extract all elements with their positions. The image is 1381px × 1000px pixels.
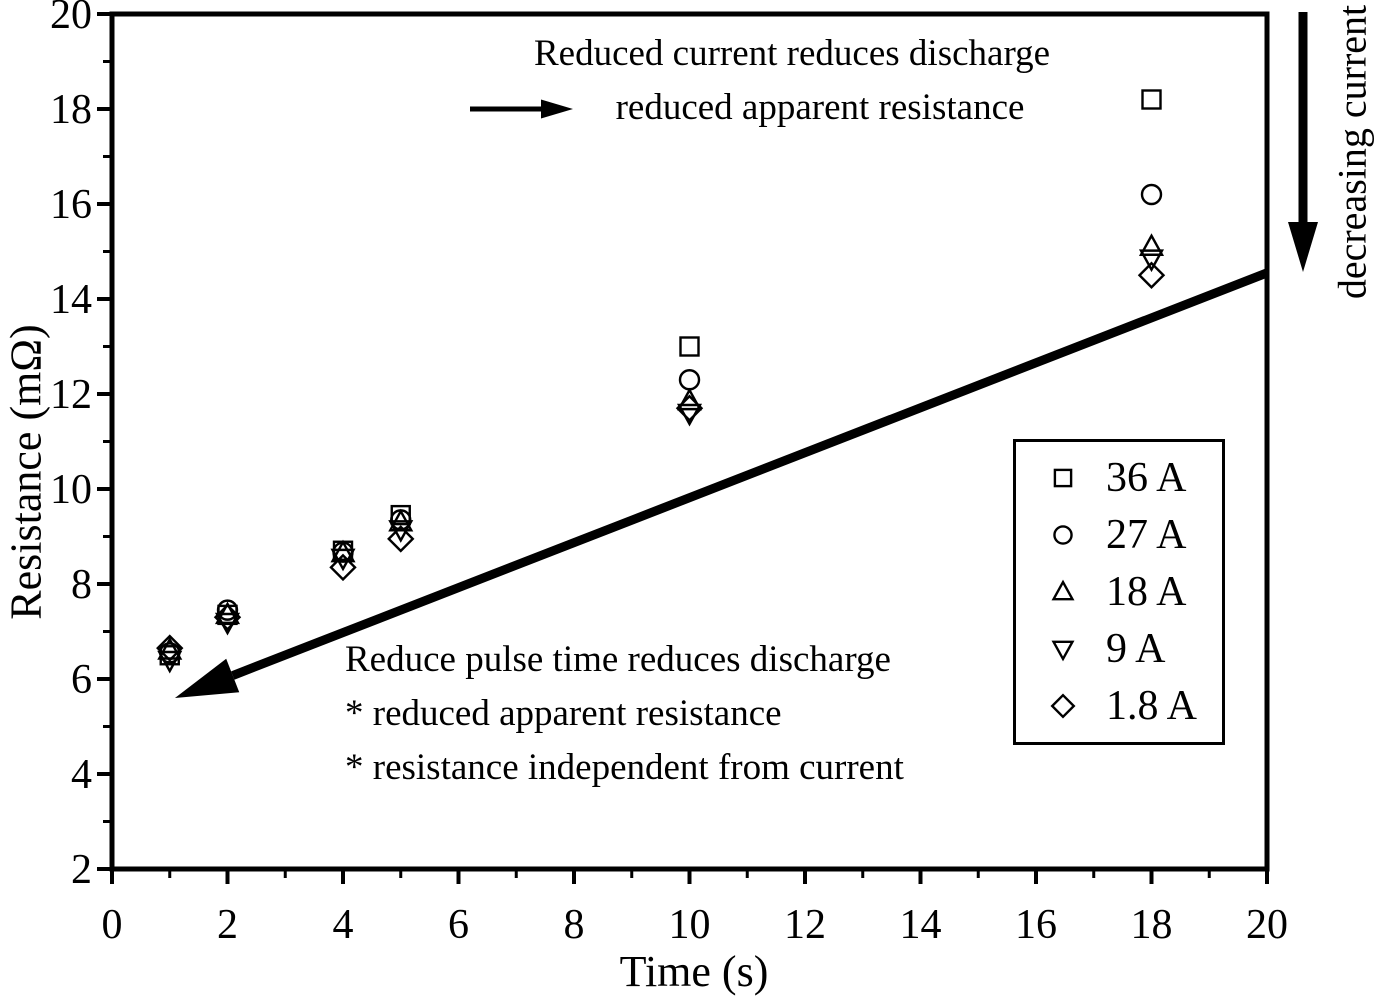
- x-tick-label: 16: [1015, 902, 1057, 948]
- x-tick-label: 14: [900, 902, 942, 948]
- legend-marker-triangle-down: [1051, 640, 1075, 662]
- decreasing-current-arrow-head: [1288, 222, 1318, 272]
- y-axis-label: Resistance (mΩ): [1, 324, 51, 620]
- legend-item: 9 A: [1016, 628, 1222, 670]
- legend-marker-triangle-down-icon: [1051, 640, 1075, 662]
- annotation-reduce-pulse-line2: * reduced apparent resistance: [345, 693, 782, 734]
- data-point-circle: [678, 369, 701, 391]
- data-point-triangle-up: [330, 539, 356, 563]
- annotation-reduce-pulse-line3: * resistance independent from current: [345, 747, 904, 788]
- legend-marker-triangle-up-icon: [1051, 579, 1075, 601]
- legend-marker-circle-icon: [1053, 525, 1073, 545]
- decreasing-current-label: decreasing current: [1329, 4, 1375, 300]
- data-point-diamond: [329, 553, 357, 582]
- legend-box: 36 A 27 A 18 A 9 A 1.8 A: [1013, 439, 1225, 745]
- legend-marker-triangle-up: [1051, 579, 1075, 601]
- legend-item-label: 18 A: [1106, 569, 1187, 615]
- legend-marker-square: [1053, 468, 1073, 488]
- data-point-diamond: [213, 603, 242, 631]
- data-point-diamond: [675, 394, 704, 422]
- data-point-square: [679, 336, 700, 357]
- reduce-pulse-time-arrow-head: [174, 658, 240, 698]
- x-tick-label: 0: [102, 902, 123, 948]
- legend-marker-diamond: [1050, 693, 1076, 719]
- data-point-diamond: [1137, 261, 1166, 289]
- x-tick-label: 10: [669, 902, 711, 948]
- y-tick-label: 12: [50, 372, 92, 418]
- data-point-triangle-up: [1138, 233, 1165, 256]
- legend-item: 27 A: [1016, 514, 1222, 556]
- data-point-diamond: [156, 634, 184, 662]
- data-point-circle: [1140, 183, 1163, 206]
- x-tick-label: 18: [1131, 902, 1173, 948]
- y-tick-label: 2: [71, 847, 92, 893]
- data-point-diamond: [387, 525, 415, 553]
- y-tick-label: 14: [50, 277, 92, 323]
- reduced-apparent-resistance-arrow-head: [541, 99, 573, 119]
- x-tick-label: 2: [217, 902, 238, 948]
- legend-item-label: 9 A: [1106, 626, 1166, 672]
- x-tick-label: 12: [784, 902, 826, 948]
- x-tick-label: 6: [448, 902, 469, 948]
- reduce-pulse-time-arrow-shaft: [231, 268, 1269, 680]
- annotation-reduced-current-line1: Reduced current reduces discharge: [533, 33, 1051, 74]
- legend-item: 1.8 A: [1016, 685, 1222, 727]
- y-tick-label: 4: [71, 752, 92, 798]
- data-point-circle: [216, 599, 239, 621]
- annotation-reduced-current-line2: reduced apparent resistance: [615, 87, 1025, 128]
- legend-item-label: 1.8 A: [1106, 683, 1198, 729]
- legend-marker-diamond-icon: [1050, 693, 1076, 719]
- legend-marker-square-icon: [1053, 468, 1073, 488]
- y-tick-label: 18: [50, 87, 92, 133]
- y-tick-label: 8: [71, 562, 92, 608]
- legend-item-label: 27 A: [1106, 512, 1187, 558]
- x-tick-label: 8: [564, 902, 585, 948]
- legend-item: 18 A: [1016, 571, 1222, 613]
- data-point-triangle-down: [157, 650, 183, 674]
- data-point-square: [1141, 89, 1162, 110]
- x-tick-label: 20: [1246, 902, 1288, 948]
- legend-item-label: 36 A: [1106, 455, 1187, 501]
- legend-item: 36 A: [1016, 457, 1222, 499]
- x-tick-label: 4: [333, 902, 354, 948]
- data-point-triangle-up: [676, 387, 703, 411]
- annotation-reduce-pulse-line1: Reduce pulse time reduces discharge: [345, 639, 891, 680]
- legend-marker-circle: [1053, 525, 1073, 545]
- y-tick-label: 6: [71, 657, 92, 703]
- data-point-triangle-down: [1138, 249, 1165, 273]
- x-axis-label: Time (s): [619, 947, 769, 996]
- y-tick-label: 20: [50, 0, 92, 38]
- y-tick-label: 16: [50, 182, 92, 228]
- y-tick-label: 10: [50, 467, 92, 513]
